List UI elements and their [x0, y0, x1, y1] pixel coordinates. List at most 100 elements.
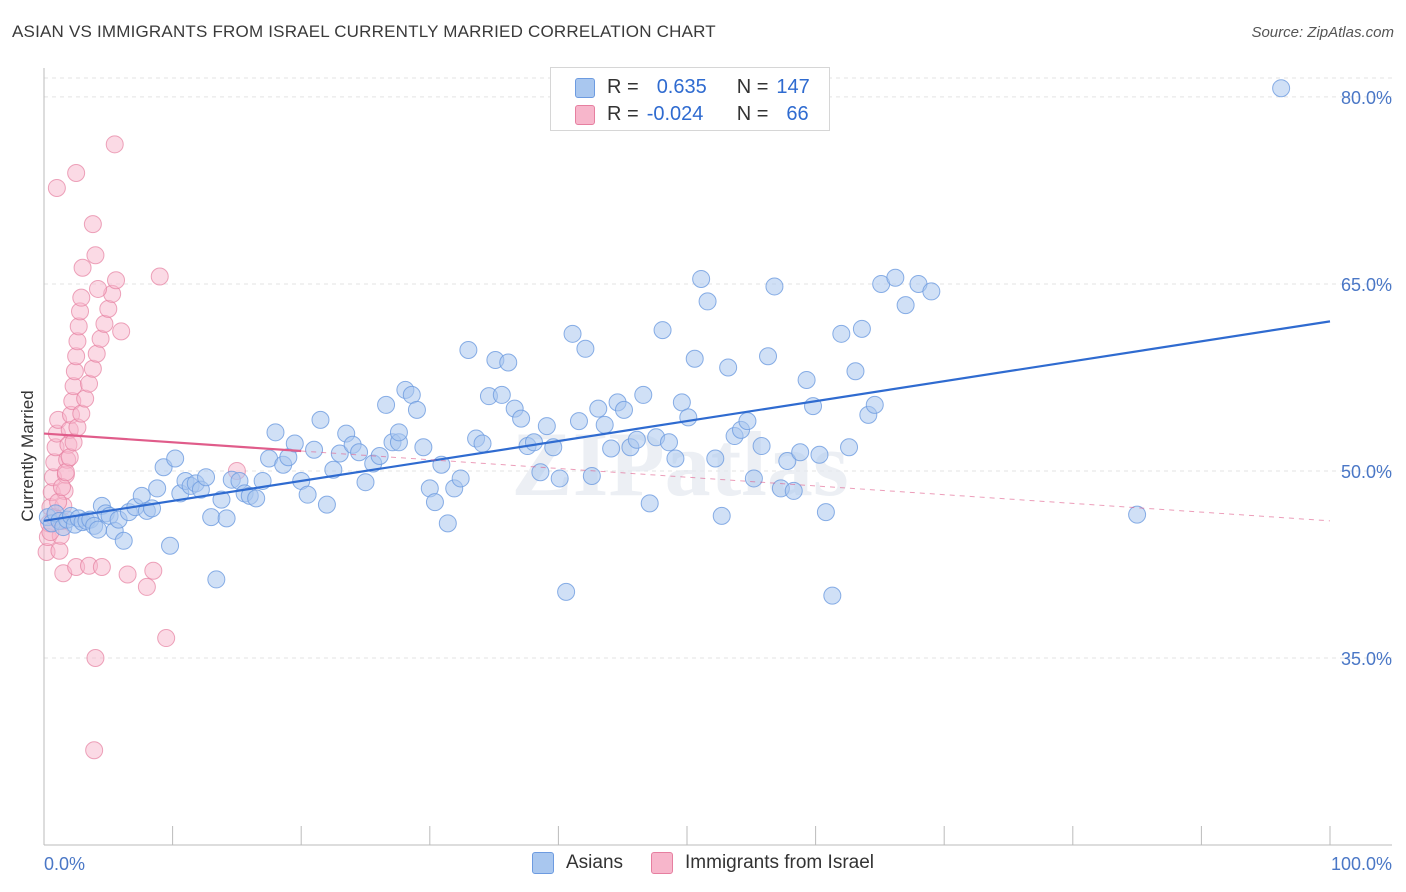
point-asian — [414, 438, 433, 457]
point-israel — [89, 279, 108, 298]
point-israel — [47, 178, 66, 197]
y-tick-label: 65.0% — [1341, 275, 1392, 295]
point-asian — [576, 339, 595, 358]
point-asian — [557, 582, 576, 601]
series-israel-points — [37, 135, 246, 760]
legend-row-israel: R = -0.024 N = 66 — [575, 103, 809, 126]
point-israel — [87, 344, 106, 363]
point-asian — [166, 449, 185, 468]
point-israel — [83, 359, 102, 378]
point-asian — [865, 395, 884, 414]
point-asian — [569, 412, 588, 431]
chart-title: ASIAN VS IMMIGRANTS FROM ISRAEL CURRENTL… — [12, 22, 716, 41]
point-asian — [896, 296, 915, 315]
point-asian — [784, 481, 803, 500]
point-asian — [311, 410, 330, 429]
point-asian — [719, 358, 738, 377]
point-asian — [531, 463, 550, 482]
trend-lines — [43, 320, 1331, 522]
point-asian — [550, 469, 569, 488]
trend-line-asians — [43, 320, 1331, 522]
point-asian — [298, 485, 317, 504]
legend-r-value: 0.635 — [656, 76, 707, 98]
point-israel — [105, 135, 124, 154]
point-israel — [72, 288, 91, 307]
point-asian — [602, 439, 621, 458]
point-israel — [137, 577, 156, 596]
point-asian — [350, 443, 369, 462]
point-israel — [53, 478, 72, 497]
point-asian — [161, 536, 180, 555]
legend-swatch-asians — [575, 77, 595, 98]
point-asian — [653, 321, 672, 340]
point-asian — [305, 440, 324, 459]
point-asian — [217, 509, 236, 528]
point-asian — [212, 490, 231, 509]
legend-n-value: 147 — [776, 76, 810, 98]
point-asian — [886, 268, 905, 287]
point-asian — [317, 495, 336, 514]
point-asian — [823, 586, 842, 605]
gridlines — [44, 77, 1392, 659]
point-asian — [595, 415, 614, 434]
legend-item-israel[interactable]: Immigrants from Israel — [651, 852, 874, 874]
point-asian — [247, 489, 266, 508]
point-asian — [425, 493, 444, 512]
point-asian — [738, 412, 757, 431]
point-asian — [614, 400, 633, 419]
point-israel — [67, 163, 86, 182]
point-israel — [83, 215, 102, 234]
series-asians-points — [38, 79, 1291, 605]
point-israel — [76, 389, 95, 408]
point-israel — [80, 374, 99, 393]
point-asian — [810, 445, 829, 464]
x-tick-label: 100.0% — [1331, 854, 1392, 874]
point-asian — [524, 433, 543, 452]
legend-swatch-asians — [531, 852, 554, 874]
point-asian — [832, 324, 851, 343]
point-asian — [778, 451, 797, 470]
point-israel — [60, 448, 79, 467]
point-israel — [157, 629, 176, 648]
point-asian — [816, 503, 835, 522]
point-asian — [744, 469, 763, 488]
point-asian — [1128, 505, 1147, 524]
point-israel — [68, 332, 87, 351]
point-asian — [582, 466, 601, 485]
point-asian — [706, 449, 725, 468]
legend-n-value: 66 — [786, 103, 809, 125]
point-asian — [148, 479, 167, 498]
point-asian — [266, 423, 285, 442]
point-asian — [752, 437, 771, 456]
point-asian — [451, 469, 470, 488]
point-asian — [589, 399, 608, 418]
point-asian — [634, 385, 653, 404]
point-asian — [640, 494, 659, 513]
point-asian — [846, 362, 865, 381]
point-israel — [73, 258, 92, 277]
point-israel — [69, 317, 88, 336]
point-israel — [150, 267, 169, 286]
point-asian — [499, 353, 518, 372]
point-asian — [765, 277, 784, 296]
point-asian — [685, 349, 704, 368]
point-asian — [797, 370, 816, 389]
legend-r-label: R = — [607, 76, 639, 98]
point-israel — [86, 648, 105, 667]
point-asian — [1272, 79, 1291, 98]
legend-swatch-israel — [651, 852, 674, 874]
point-asian — [666, 449, 685, 468]
legend-row-asians: R = 0.635 N = 147 — [575, 76, 810, 99]
point-asian — [202, 508, 221, 527]
legend-item-asians[interactable]: Asians — [531, 852, 623, 874]
point-asian — [402, 385, 421, 404]
point-israel — [56, 463, 75, 482]
point-asian — [840, 438, 859, 457]
point-asian — [207, 570, 226, 589]
point-israel — [112, 322, 131, 341]
point-asian — [407, 400, 426, 419]
axes — [43, 68, 1392, 846]
tick-labels: 35.0% 50.0% 65.0% 80.0% 0.0% 100.0% — [44, 88, 1392, 874]
point-asian — [389, 423, 408, 442]
